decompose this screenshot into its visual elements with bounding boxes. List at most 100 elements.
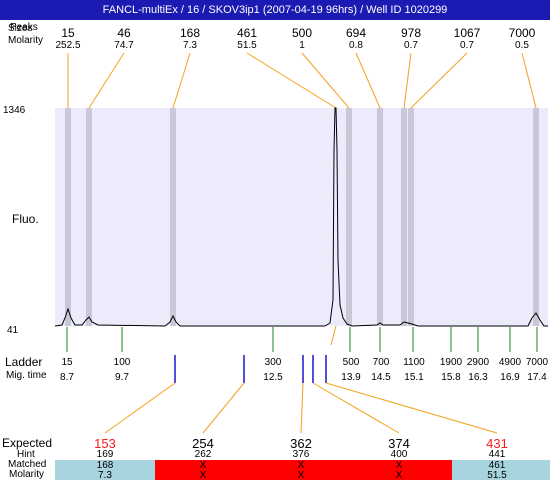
peak-band [170,108,176,326]
ladder-time: 13.9 [341,372,361,383]
molarity-label: Molarity [9,469,45,480]
fluorescence-trace [54,107,548,327]
ladder-size: 500 [342,357,360,368]
ladder-time: 16.3 [468,372,488,383]
hint-value: 169 [96,449,114,460]
peak-size-label: 15 [61,26,75,40]
peak-size-label: 694 [345,26,367,40]
peak-size-label: 46 [117,26,131,40]
molarity-value: 7.3 [98,470,112,481]
matched-label: Matched [8,459,47,470]
y-axis-min: 41 [7,325,19,336]
peak-size-label: 500 [291,26,313,40]
ladder-size: 300 [264,357,282,368]
peak-band [346,108,352,326]
ladder-size: 15 [61,357,73,368]
ladder-size: 1900 [439,357,463,368]
peak-molarity-label: 74.7 [114,40,134,51]
peak-band [86,108,92,326]
missing-cell [155,460,452,480]
ladder-time: 8.7 [60,372,74,383]
ladder-size: 2900 [466,357,490,368]
peak-molarity-label: 0.8 [349,40,363,51]
molarity-value: 51.5 [487,470,507,481]
leader-line [88,52,125,109]
ladder-time: 15.8 [441,372,461,383]
leader-line [246,52,337,109]
leader-line [521,52,537,109]
peak-band [408,108,414,326]
expected-value: 374 [388,436,410,451]
ladder-size: 7000 [525,357,549,368]
expected-leader [202,382,245,434]
leader-line [410,52,468,109]
matched-value: X [297,460,305,471]
peak-molarity-label: 0.7 [404,40,418,51]
peak-molarity-label: 1 [299,40,305,51]
leader-line [403,52,412,109]
peak-leader-lines [67,52,537,346]
hint-value: 400 [390,449,408,460]
ladder-time: 17.4 [527,372,547,383]
peaks-label: Peaks [10,22,38,33]
ladder-time: 9.7 [115,372,129,383]
peak-molarity-label: 0.5 [515,40,529,51]
ladder-time: 16.9 [500,372,520,383]
leader-line [330,325,337,346]
peak-band [533,108,539,326]
peak-band [377,108,383,326]
matched-value: 461 [488,460,506,471]
expected-leader [312,382,400,434]
expected-leader-lines [104,382,498,434]
y-axis-max: 1346 [3,105,26,116]
leader-line [172,52,191,109]
hint-ticks [174,355,327,383]
peak-size-label: 978 [400,26,422,40]
molarity-value: X [395,470,403,481]
expected-label: Expected [2,436,53,450]
matched-value: X [395,460,403,471]
peak-size-label: 7000 [508,26,536,40]
ladder-size: 4900 [498,357,522,368]
ladder-size: 1100 [403,357,425,368]
peak-bands [65,108,539,326]
expected-value: 254 [192,436,214,451]
matched-cell [55,460,155,480]
expected-value: 431 [486,436,508,451]
peak-size-label: 168 [179,26,201,40]
peak-molarity-label: 252.5 [55,40,81,51]
ladder-time: 15.1 [404,372,424,383]
matched-value: X [199,460,207,471]
peak-band [401,108,407,326]
sizes-label: Sizes [8,23,33,34]
ladder-size: 100 [113,357,131,368]
leader-line [301,52,350,109]
molarity-value: X [297,470,305,481]
matched-value: 168 [96,460,114,471]
expected-leader [325,382,498,434]
ladder-size: 700 [372,357,390,368]
leader-line [355,52,381,109]
peak-molarity-label: 0.7 [460,40,474,51]
hint-value: 376 [292,449,310,460]
peak-band [65,108,71,326]
fluorescence-label: Fluo. [12,212,39,226]
peak-size-label: 1067 [453,26,481,40]
window-title: FANCL-multiEx / 16 / SKOV3ip1 (2007-04-1… [0,0,550,20]
expected-value: 153 [94,436,116,451]
hint-value: 441 [488,449,506,460]
ladder-time: 12.5 [263,372,283,383]
expected-leader [300,382,304,434]
ladder-ticks [66,327,538,352]
plot-area [55,108,548,326]
molarity-top-label: Molarity [8,35,44,46]
peak-molarity-label: 7.3 [183,40,197,51]
hint-value: 262 [194,449,212,460]
matched-cell [452,460,550,480]
mig-time-label: Mig. time [6,370,47,381]
ladder-label: Ladder [5,355,43,369]
expected-leader [104,382,176,434]
molarity-value: X [199,470,207,481]
peak-molarity-label: 51.5 [237,40,257,51]
ladder-time: 14.5 [371,372,391,383]
